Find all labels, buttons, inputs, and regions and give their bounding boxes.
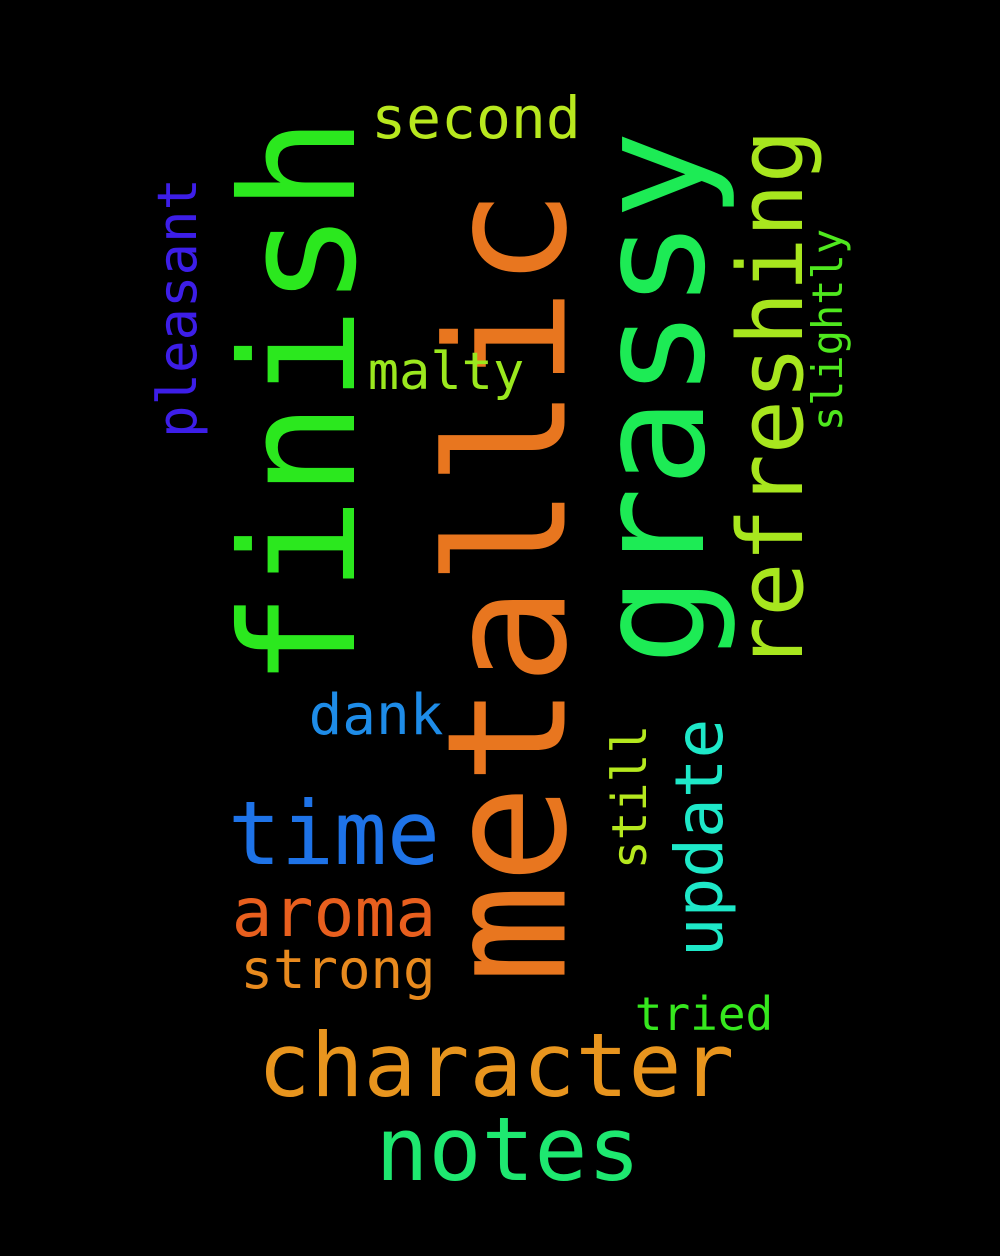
word-time: time bbox=[228, 782, 440, 885]
word-notes: notes bbox=[375, 1098, 641, 1201]
word-tried: tried bbox=[634, 987, 774, 1041]
word-malty: malty bbox=[367, 342, 525, 402]
word-finish: finish bbox=[208, 116, 392, 688]
word-grassy: grassy bbox=[566, 130, 738, 666]
word-aroma: aroma bbox=[231, 874, 437, 953]
word-slightly: slightly bbox=[803, 228, 852, 432]
word-update: update bbox=[661, 718, 738, 958]
word-second: second bbox=[371, 84, 581, 152]
word-character: character bbox=[257, 1014, 735, 1117]
word-strong: strong bbox=[240, 938, 436, 1001]
word-dank: dank bbox=[308, 683, 444, 748]
word-still: still bbox=[602, 724, 658, 870]
word-pleasant: pleasant bbox=[146, 177, 209, 439]
